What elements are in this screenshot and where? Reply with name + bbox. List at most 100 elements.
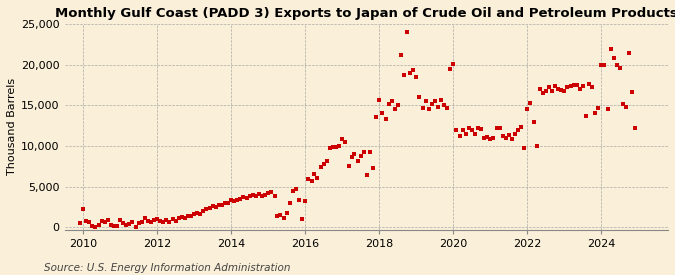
Point — [488, 136, 499, 140]
Point — [500, 136, 511, 140]
Point — [543, 84, 554, 89]
Point — [599, 63, 610, 68]
Point — [525, 101, 536, 105]
Point — [309, 172, 320, 177]
Point — [284, 201, 295, 205]
Point — [331, 145, 342, 149]
Point — [201, 207, 212, 212]
Point — [427, 101, 437, 106]
Point — [105, 223, 116, 227]
Point — [319, 162, 329, 166]
Point — [269, 193, 280, 198]
Point — [290, 187, 301, 191]
Point — [374, 97, 385, 102]
Point — [242, 196, 252, 200]
Point — [549, 84, 560, 88]
Point — [244, 194, 255, 199]
Point — [383, 101, 394, 106]
Point — [624, 51, 634, 55]
Point — [377, 111, 387, 116]
Point — [510, 131, 520, 136]
Point — [275, 213, 286, 217]
Point — [562, 85, 573, 90]
Point — [321, 158, 332, 163]
Point — [254, 192, 265, 196]
Point — [93, 223, 104, 227]
Point — [392, 103, 403, 108]
Point — [186, 214, 196, 218]
Point — [103, 218, 113, 222]
Y-axis label: Thousand Barrels: Thousand Barrels — [7, 78, 17, 175]
Point — [411, 75, 422, 79]
Point — [219, 201, 230, 205]
Point — [294, 197, 304, 202]
Point — [343, 164, 354, 169]
Point — [402, 30, 412, 34]
Point — [192, 210, 202, 215]
Point — [429, 99, 440, 103]
Point — [469, 131, 480, 136]
Point — [423, 107, 434, 112]
Point — [380, 117, 391, 121]
Point — [306, 179, 317, 183]
Point — [81, 219, 92, 223]
Text: Source: U.S. Energy Information Administration: Source: U.S. Energy Information Administ… — [44, 263, 290, 273]
Point — [460, 131, 471, 136]
Point — [288, 189, 298, 193]
Point — [127, 220, 138, 225]
Point — [565, 84, 576, 88]
Point — [454, 134, 465, 138]
Point — [466, 128, 477, 132]
Point — [404, 70, 415, 75]
Point — [205, 206, 215, 210]
Point — [355, 153, 366, 158]
Point — [485, 136, 495, 141]
Point — [441, 106, 452, 110]
Point — [386, 99, 397, 103]
Point — [124, 222, 135, 226]
Point — [152, 217, 163, 221]
Point — [531, 144, 542, 148]
Point — [541, 89, 551, 94]
Point — [571, 83, 582, 87]
Point — [180, 215, 190, 220]
Point — [596, 63, 607, 68]
Point — [556, 88, 567, 92]
Point — [590, 111, 601, 116]
Point — [238, 195, 249, 199]
Point — [476, 127, 487, 131]
Point — [371, 115, 382, 120]
Point — [578, 84, 589, 88]
Point — [195, 212, 206, 216]
Point — [364, 150, 375, 155]
Point — [451, 128, 462, 133]
Point — [580, 114, 591, 118]
Point — [497, 134, 508, 138]
Point — [334, 144, 345, 148]
Point — [260, 192, 271, 197]
Point — [281, 210, 292, 215]
Point — [553, 87, 564, 91]
Point — [479, 136, 489, 140]
Point — [587, 85, 597, 90]
Point — [140, 216, 151, 221]
Point — [117, 221, 128, 226]
Point — [217, 203, 227, 208]
Point — [593, 106, 604, 110]
Point — [315, 165, 326, 169]
Point — [574, 87, 585, 91]
Point — [189, 212, 200, 216]
Point — [210, 205, 221, 209]
Point — [327, 145, 338, 149]
Point — [352, 158, 363, 163]
Point — [627, 90, 638, 94]
Point — [396, 53, 406, 57]
Point — [445, 67, 456, 71]
Point — [605, 47, 616, 51]
Point — [362, 173, 373, 177]
Point — [78, 207, 88, 212]
Point — [399, 73, 410, 77]
Point — [272, 214, 283, 218]
Point — [115, 218, 126, 222]
Point — [534, 87, 545, 91]
